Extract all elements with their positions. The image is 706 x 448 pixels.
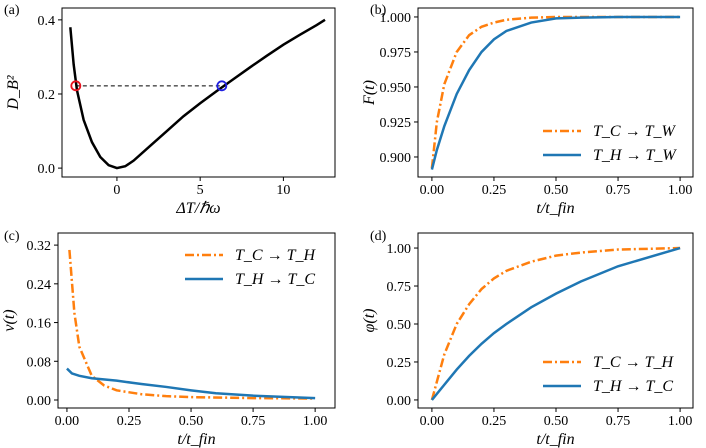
x-axis-label: ΔT/ℏω xyxy=(175,200,220,217)
x-tick-label: 0.75 xyxy=(241,414,266,429)
x-tick-label: 1.00 xyxy=(668,414,693,429)
x-tick-label: 0.00 xyxy=(55,414,80,429)
y-tick-label: 0.08 xyxy=(27,355,52,370)
y-tick-label: 0.00 xyxy=(387,394,412,409)
y-axis-label: D_B² xyxy=(5,74,22,110)
line xyxy=(430,15,681,169)
y-tick-label: 0.16 xyxy=(27,317,52,332)
y-tick-label: 0.925 xyxy=(380,116,412,131)
y-tick-label: 0.975 xyxy=(380,46,412,61)
y-tick-label: 0.950 xyxy=(380,81,412,96)
marker xyxy=(216,80,228,92)
legend-label: T_H → T_W xyxy=(593,147,677,164)
line xyxy=(69,18,326,170)
x-tick-label: 10 xyxy=(276,183,290,198)
x-axis-label: t/t_fin xyxy=(536,200,574,217)
y-tick-label: 1.000 xyxy=(380,11,412,26)
y-tick-label: 0.25 xyxy=(387,356,412,371)
panel: 0.00 0.25 0.50 0.75 1.00 0.00 0.08 0.16 0.24 0.32… xyxy=(1,229,336,448)
y-tick-label: 0.24 xyxy=(27,278,52,293)
panel-label: (d) xyxy=(370,229,387,244)
x-tick-label: 0.50 xyxy=(179,414,204,429)
x-tick-label: 1.00 xyxy=(303,414,328,429)
y-tick-label: 0.50 xyxy=(387,318,412,333)
legend-label: T_H → T_C xyxy=(593,378,673,395)
y-axis-label: F(t) xyxy=(361,80,378,106)
line xyxy=(430,246,681,401)
plot-frame xyxy=(57,232,336,409)
y-tick-label: 0.32 xyxy=(27,239,52,254)
legend-label: T_H → T_C xyxy=(235,271,315,288)
y-axis-label: φ(t) xyxy=(361,309,378,333)
panel: 0.00 0.25 0.50 0.75 1.00 0.00 0.25 0.50 0.75 1.00… xyxy=(361,229,694,448)
marker xyxy=(70,80,82,92)
x-tick-label: 1.00 xyxy=(668,183,693,198)
x-axis-label: t/t_fin xyxy=(177,431,215,448)
panel-label: (c) xyxy=(4,229,20,244)
x-tick-label: 0.75 xyxy=(606,183,631,198)
y-tick-label: 0.75 xyxy=(387,280,412,295)
x-tick-label: 0.00 xyxy=(420,414,445,429)
y-tick-label: 0.900 xyxy=(380,151,412,166)
legend-label: T_C → T_W xyxy=(593,123,676,140)
x-tick-label: 0.25 xyxy=(482,183,507,198)
y-tick-label: 1.00 xyxy=(387,242,412,257)
x-tick-label: 0.25 xyxy=(482,414,507,429)
y-tick-label: 0.2 xyxy=(38,88,56,103)
x-tick-label: 0 xyxy=(113,183,120,198)
x-tick-label: 0.50 xyxy=(544,183,569,198)
x-axis-label: t/t_fin xyxy=(536,431,574,448)
legend-label: T_C → T_H xyxy=(593,354,674,371)
panel: 0 5 10 0.0 0.2 0.4 ΔT/ℏω D_B² (a) xyxy=(4,3,336,217)
x-tick-label: 0.25 xyxy=(117,414,142,429)
legend-label: T_C → T_H xyxy=(235,247,316,264)
x-tick-label: 0.00 xyxy=(420,183,445,198)
line xyxy=(430,15,681,170)
y-tick-label: 0.0 xyxy=(38,162,56,177)
panel-label: (b) xyxy=(370,3,387,18)
line xyxy=(66,367,316,400)
plot-frame xyxy=(417,7,694,178)
x-tick-label: 0.50 xyxy=(544,414,569,429)
y-axis-label: v(t) xyxy=(1,309,18,331)
x-tick-label: 5 xyxy=(197,183,204,198)
plot-frame xyxy=(417,232,694,409)
line xyxy=(68,249,316,400)
plot-frame xyxy=(61,7,336,178)
y-tick-label: 0.4 xyxy=(38,14,56,29)
panel: 0.00 0.25 0.50 0.75 1.00 0.900 0.925 0.950 0.975… xyxy=(361,3,694,217)
panel-label: (a) xyxy=(4,3,20,18)
y-tick-label: 0.00 xyxy=(27,394,52,409)
x-tick-label: 0.75 xyxy=(606,414,631,429)
line xyxy=(430,246,681,401)
